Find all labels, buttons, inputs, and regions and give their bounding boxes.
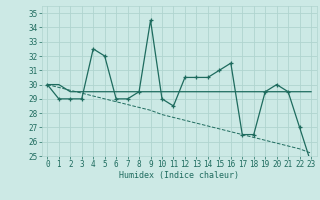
X-axis label: Humidex (Indice chaleur): Humidex (Indice chaleur) [119,171,239,180]
